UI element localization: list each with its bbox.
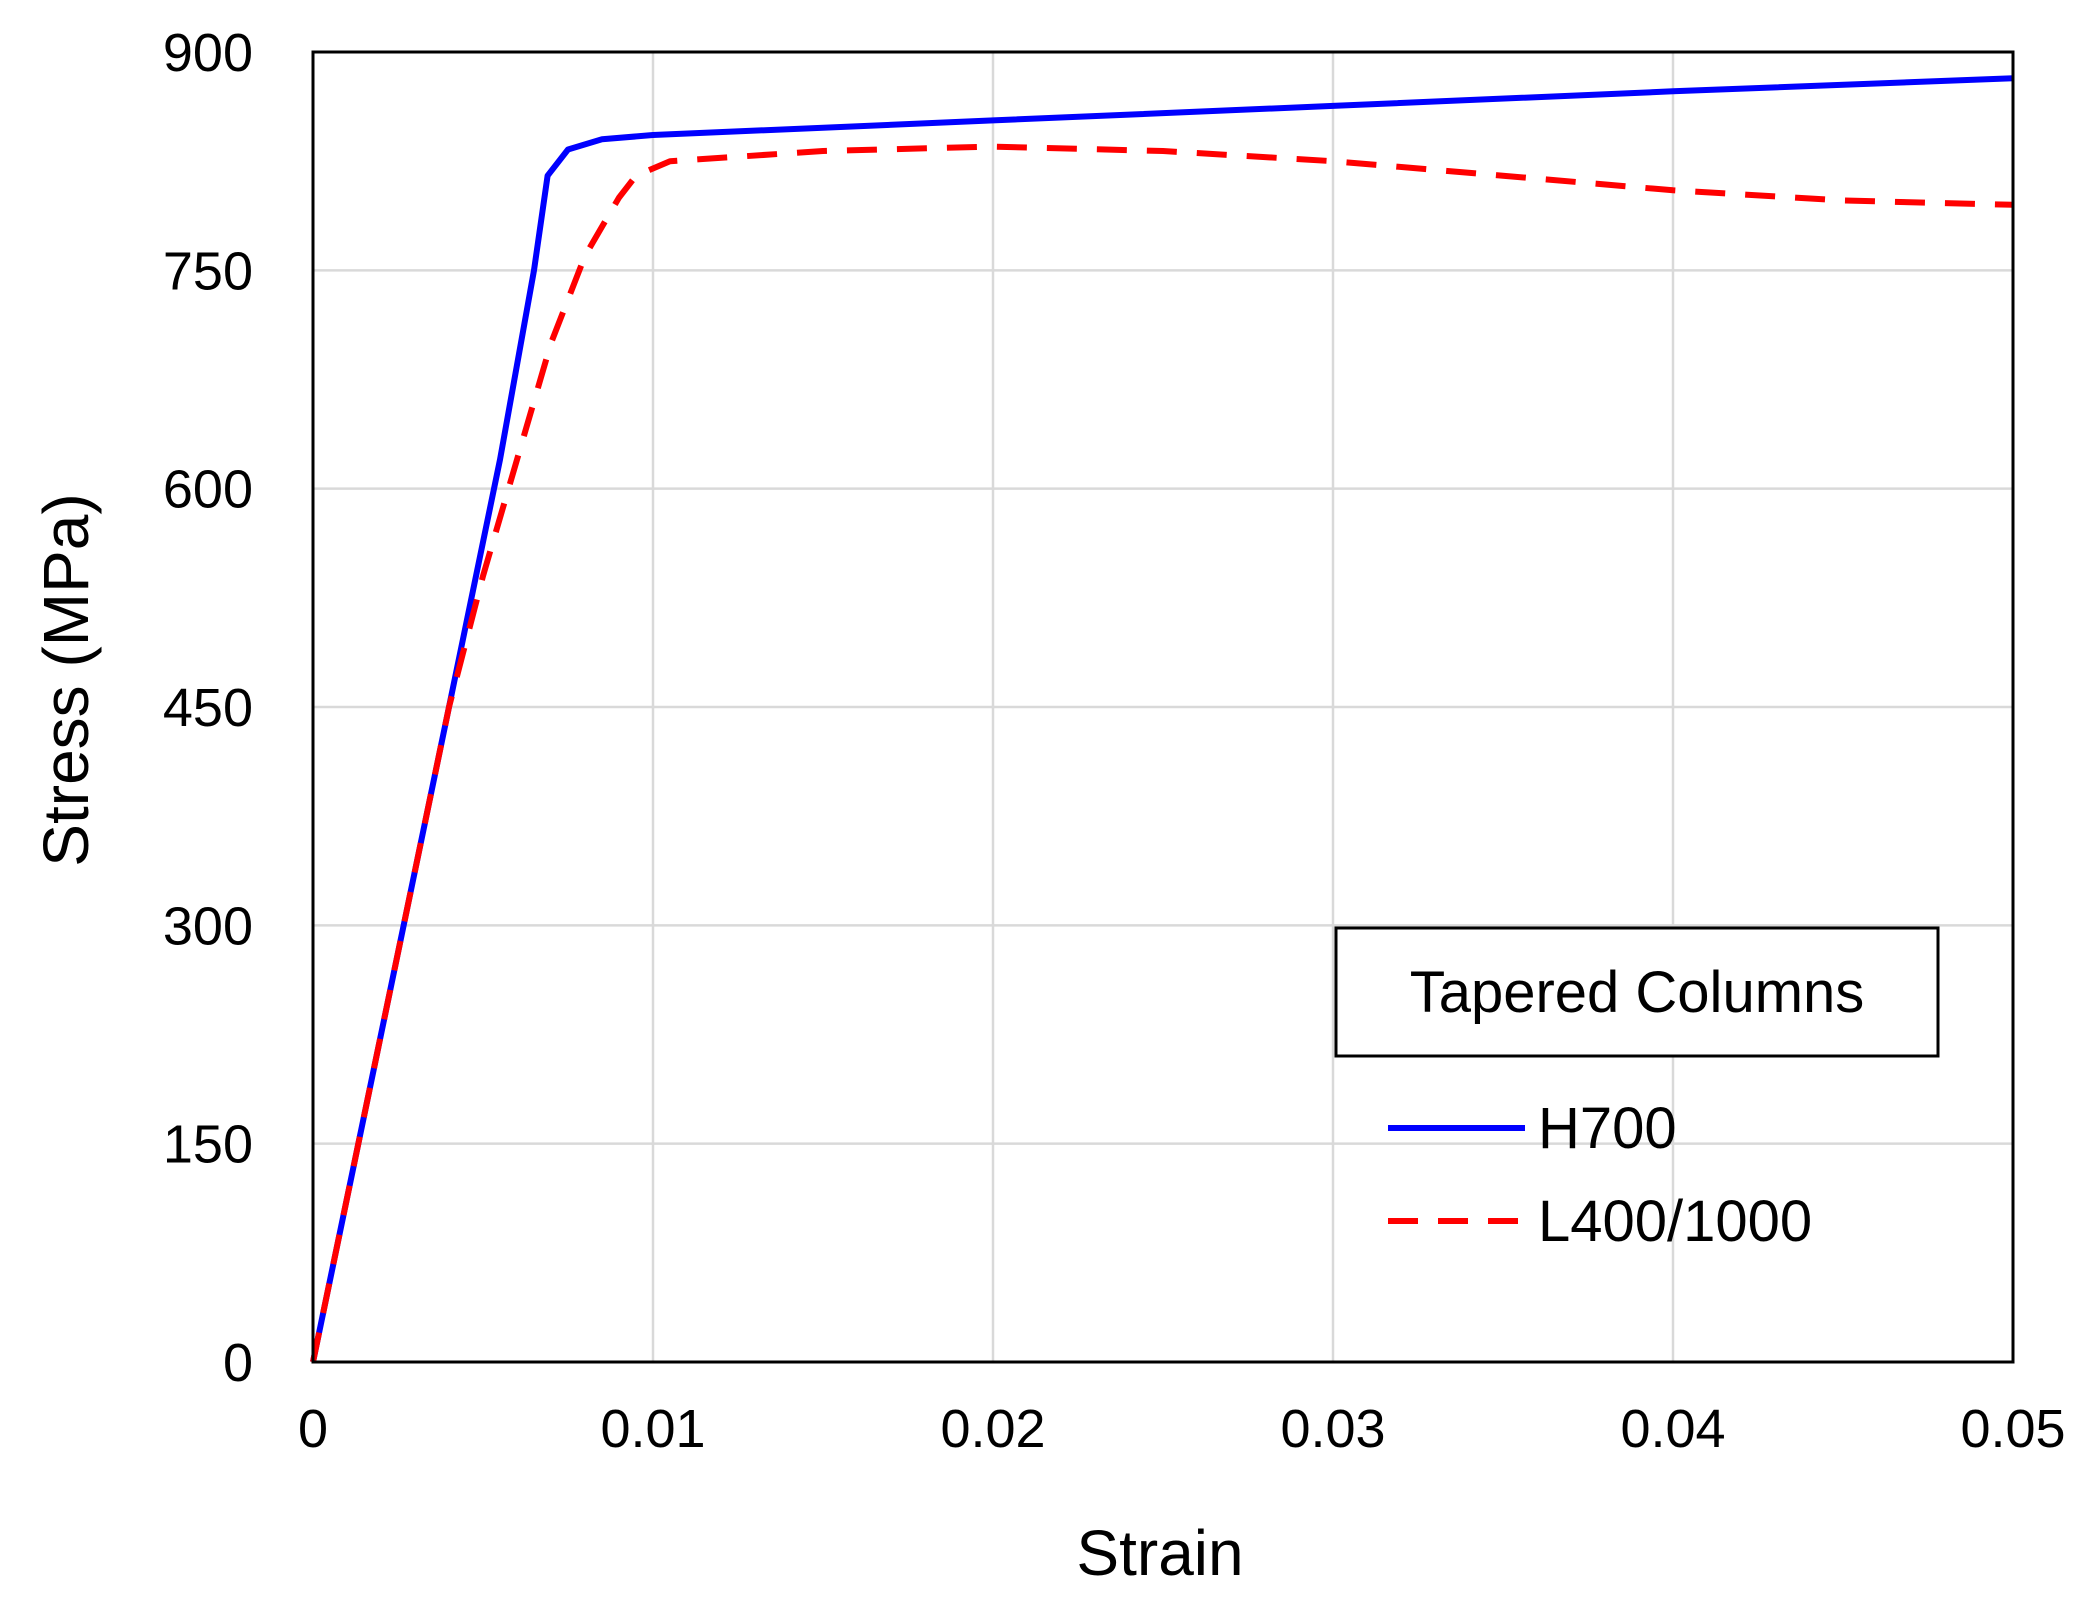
legend-label-l400-1000: L400/1000 [1538,1189,1812,1254]
y-tick-label: 600 [163,460,253,520]
legend-label-h700: H700 [1538,1096,1677,1161]
y-tick-label: 450 [163,678,253,738]
y-tick-label: 750 [163,241,253,301]
y-tick-label: 150 [163,1115,253,1175]
legend-title-box [1334,926,1940,1058]
x-tick-label: 0.02 [940,1399,1045,1459]
y-tick-label: 300 [163,896,253,956]
x-tick-label: 0 [298,1399,328,1459]
x-tick-label: 0.01 [600,1399,705,1459]
legend: Tapered Columns H700 L400/1000 [1334,926,1940,1254]
series-layer [310,75,2014,1363]
x-axis-title: Strain [1076,1517,1243,1589]
y-tick-labels: 0 150 300 450 600 750 900 [163,23,253,1393]
y-axis-title: Stress (MPa) [30,493,102,866]
y-tick-label: 0 [223,1333,253,1393]
y-tick-label: 900 [163,23,253,83]
x-tick-label: 0.05 [1960,1399,2065,1459]
series-line-l400-1000 [310,143,2014,1363]
legend-title: Tapered Columns [1410,960,1865,1025]
x-tick-labels: 0 0.01 0.02 0.03 0.04 0.05 [298,1399,2066,1459]
x-tick-label: 0.04 [1620,1399,1725,1459]
x-tick-label: 0.03 [1280,1399,1385,1459]
grid-lines [311,50,2015,1364]
plot-area-frame [311,50,2015,1364]
